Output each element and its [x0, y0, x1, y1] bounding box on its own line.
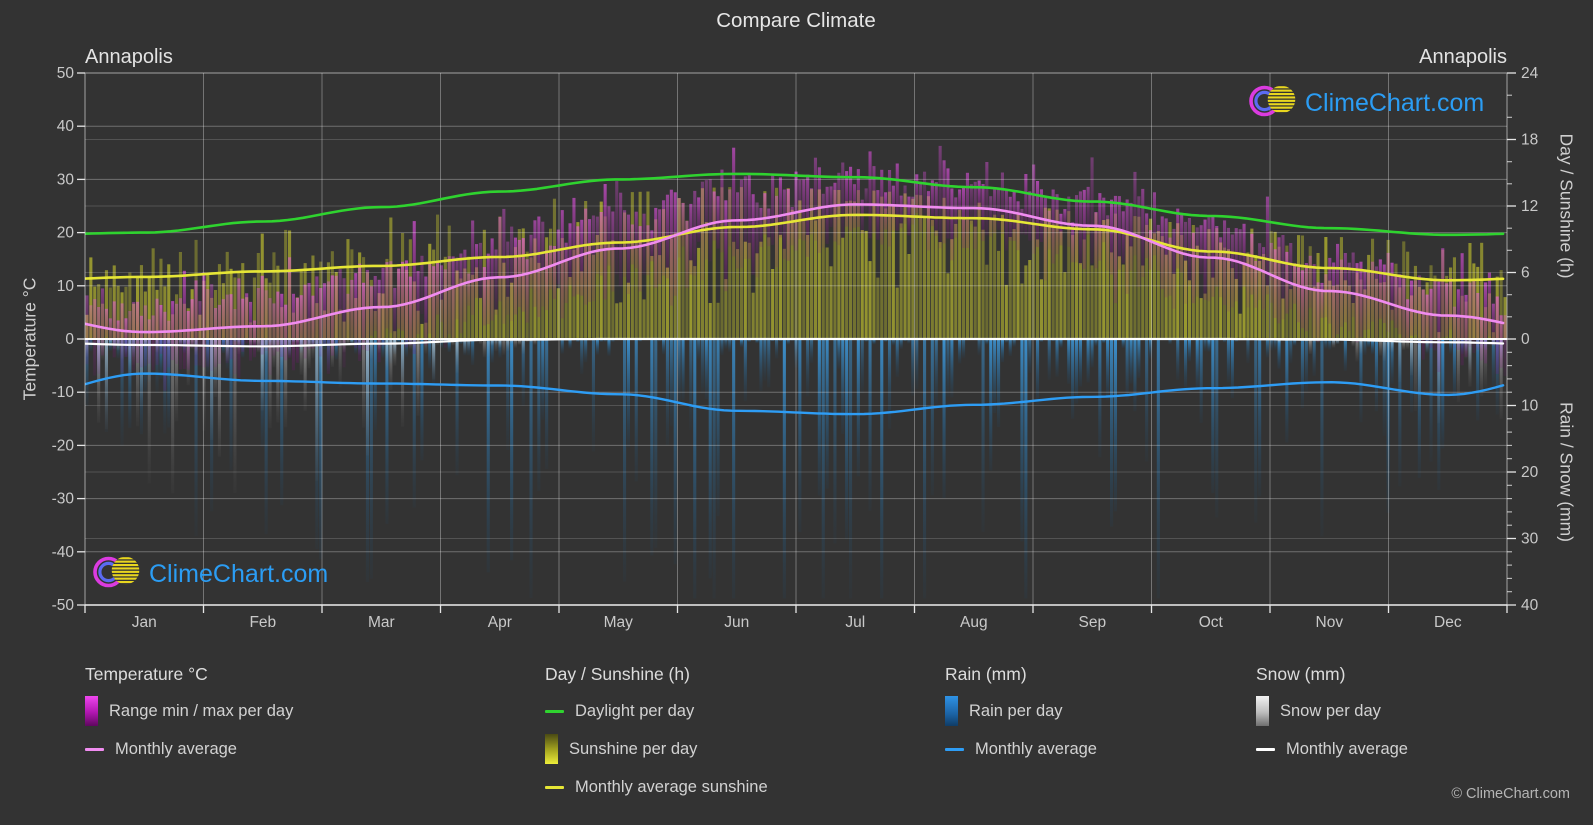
temp-tick-label: 50	[57, 65, 75, 82]
legend-item-label: Monthly average	[1286, 739, 1408, 758]
day-tick-label: 24	[1521, 65, 1539, 82]
legend-item-label: Monthly average	[975, 739, 1097, 758]
day-tick-label: 0	[1521, 331, 1530, 348]
snow-average-curve	[85, 337, 1505, 348]
month-label: Jul	[845, 614, 865, 631]
daylight-curve	[85, 172, 1505, 237]
temp-tick-label: 20	[57, 225, 75, 242]
month-label: Mar	[368, 614, 395, 631]
legend-group-day-sunshine: Day / Sunshine (h) Daylight per day Suns…	[545, 664, 768, 810]
rain-swatch	[945, 696, 958, 726]
location-label-left: Annapolis	[85, 46, 173, 68]
legend-item-temp-avg: Monthly average	[85, 734, 293, 764]
temperature-average-curve	[85, 203, 1505, 334]
legend-item-sunshine: Sunshine per day	[545, 734, 768, 764]
legend-item-rain-per-day: Rain per day	[945, 696, 1097, 726]
legend-group-title: Rain (mm)	[945, 664, 1027, 684]
climechart-logo-text: ClimeChart.com	[1305, 89, 1485, 117]
temp-tick-label: 0	[65, 331, 74, 348]
month-label: Aug	[960, 614, 988, 631]
legend-item-label: Sunshine per day	[569, 739, 698, 758]
climechart-logo-icon	[1248, 80, 1298, 127]
temp-tick-label: 40	[57, 118, 75, 135]
month-label: Feb	[249, 614, 276, 631]
day-tick-label: 6	[1521, 265, 1530, 282]
legend-item-rain-avg: Monthly average	[945, 734, 1097, 764]
legend-item-label: Rain per day	[969, 701, 1063, 720]
sunshine-avg-line-swatch	[545, 785, 564, 789]
month-label: Jun	[724, 614, 749, 631]
plot-frame	[77, 72, 1516, 613]
climechart-logo-glyph	[1249, 85, 1296, 117]
axis-tick-labels: 50 40 30 20 10 0 -10 -20 -30 -40 -50 24 18 12 6 0 10 20 30…	[52, 65, 1539, 631]
temp-tick-label: -20	[52, 437, 75, 454]
watermark-logo-bottom-left[interactable]: ClimeChart.com	[92, 551, 328, 598]
legend-item-daylight: Daylight per day	[545, 696, 768, 726]
rain-tick-label: 10	[1521, 398, 1539, 415]
sunshine-swatch	[545, 734, 558, 764]
temp-tick-label: -50	[52, 597, 75, 614]
temp-tick-label: -10	[52, 384, 75, 401]
temp-range-swatch	[85, 696, 98, 726]
legend-item-label: Range min / max per day	[109, 701, 294, 720]
rain-avg-line-swatch	[945, 747, 964, 751]
climechart-logo-glyph	[93, 556, 140, 588]
month-label: Sep	[1079, 614, 1107, 631]
day-tick-label: 12	[1521, 198, 1538, 215]
rain-snow-axis-title: Rain / Snow (mm)	[1556, 401, 1577, 543]
legend-group-rain: Rain (mm) Rain per day Monthly average	[945, 664, 1097, 772]
day-tick-label: 18	[1521, 132, 1538, 149]
month-label: Jan	[132, 614, 157, 631]
climechart-logo-text: ClimeChart.com	[149, 560, 329, 588]
page-title: Compare Climate	[716, 9, 876, 32]
legend-group-temperature: Temperature °C Range min / max per day M…	[85, 664, 293, 772]
rain-tick-label: 20	[1521, 464, 1539, 481]
temp-avg-line-swatch	[85, 747, 104, 751]
daylight-line-swatch	[545, 709, 564, 713]
snow-swatch	[1256, 696, 1269, 726]
temp-tick-label: 30	[57, 171, 75, 188]
legend-group-snow: Snow (mm) Snow per day Monthly average	[1256, 664, 1408, 772]
legend-item-temp-range: Range min / max per day	[85, 696, 293, 726]
copyright-text: © ClimeChart.com	[1451, 786, 1570, 802]
climechart-logo-icon	[92, 551, 142, 598]
legend-group-title: Day / Sunshine (h)	[545, 664, 690, 684]
temp-tick-label: 10	[57, 278, 75, 295]
month-label: Dec	[1434, 614, 1462, 631]
average-curves	[85, 172, 1505, 416]
temperature-axis-title: Temperature °C	[19, 277, 40, 401]
legend-item-snow-per-day: Snow per day	[1256, 696, 1408, 726]
sunshine-average-curve	[85, 213, 1505, 282]
temp-tick-label: -40	[52, 544, 75, 561]
watermark-logo-top-right[interactable]: ClimeChart.com	[1248, 80, 1484, 127]
temp-tick-label: -30	[52, 491, 75, 508]
month-label: Oct	[1199, 614, 1224, 631]
month-label: Apr	[488, 614, 512, 631]
legend-item-label: Monthly average	[115, 739, 237, 758]
legend-item-sunshine-avg: Monthly average sunshine	[545, 772, 768, 802]
legend-item-label: Monthly average sunshine	[575, 777, 768, 796]
location-label-right: Annapolis	[1419, 46, 1507, 68]
legend-item-label: Daylight per day	[575, 701, 695, 720]
snow-avg-line-swatch	[1256, 747, 1275, 751]
legend-item-label: Snow per day	[1280, 701, 1381, 720]
month-label: Nov	[1316, 614, 1344, 631]
rain-tick-label: 30	[1521, 531, 1539, 548]
legend-item-snow-avg: Monthly average	[1256, 734, 1408, 764]
legend-group-title: Snow (mm)	[1256, 664, 1346, 684]
rain-average-curve	[85, 372, 1505, 416]
rain-tick-label: 40	[1521, 597, 1539, 614]
legend-group-title: Temperature °C	[85, 664, 208, 684]
month-label: May	[604, 614, 634, 631]
day-sunshine-axis-title: Day / Sunshine (h)	[1556, 133, 1577, 279]
